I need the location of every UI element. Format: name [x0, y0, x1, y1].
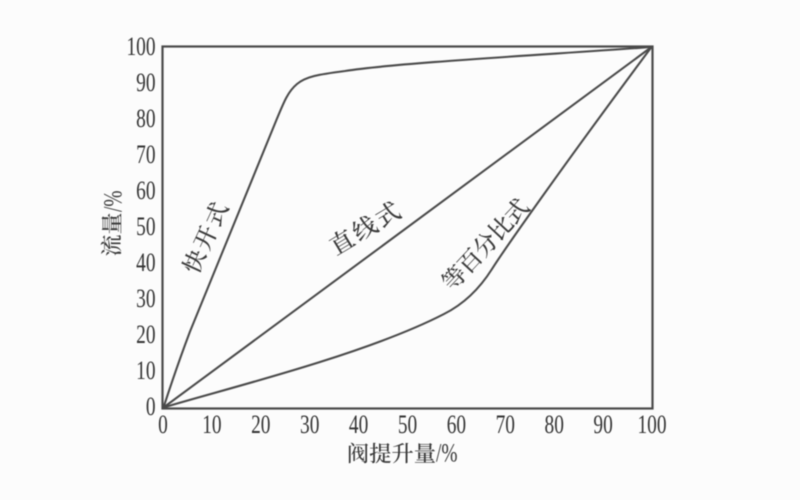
svg-text:0: 0 — [146, 392, 156, 420]
svg-text:/%: /% — [436, 439, 458, 467]
svg-text:10: 10 — [202, 410, 221, 438]
svg-text:90: 90 — [593, 410, 612, 438]
svg-text:10: 10 — [136, 356, 155, 384]
svg-text:100: 100 — [126, 32, 155, 60]
svg-text:70: 70 — [136, 140, 155, 168]
svg-text:60: 60 — [136, 176, 155, 204]
svg-text:80: 80 — [545, 410, 564, 438]
svg-text:/%: /% — [99, 190, 127, 212]
svg-text:20: 20 — [136, 320, 155, 348]
svg-text:50: 50 — [136, 212, 155, 240]
svg-text:70: 70 — [496, 410, 515, 438]
svg-text:60: 60 — [447, 410, 466, 438]
svg-text:0: 0 — [158, 410, 168, 438]
svg-text:100: 100 — [637, 410, 666, 438]
svg-text:40: 40 — [349, 410, 368, 438]
svg-text:30: 30 — [300, 410, 319, 438]
svg-text:90: 90 — [136, 68, 155, 96]
svg-text:20: 20 — [251, 410, 270, 438]
svg-text:40: 40 — [136, 248, 155, 276]
svg-text:30: 30 — [136, 284, 155, 312]
svg-text:50: 50 — [398, 410, 417, 438]
svg-text:80: 80 — [136, 104, 155, 132]
